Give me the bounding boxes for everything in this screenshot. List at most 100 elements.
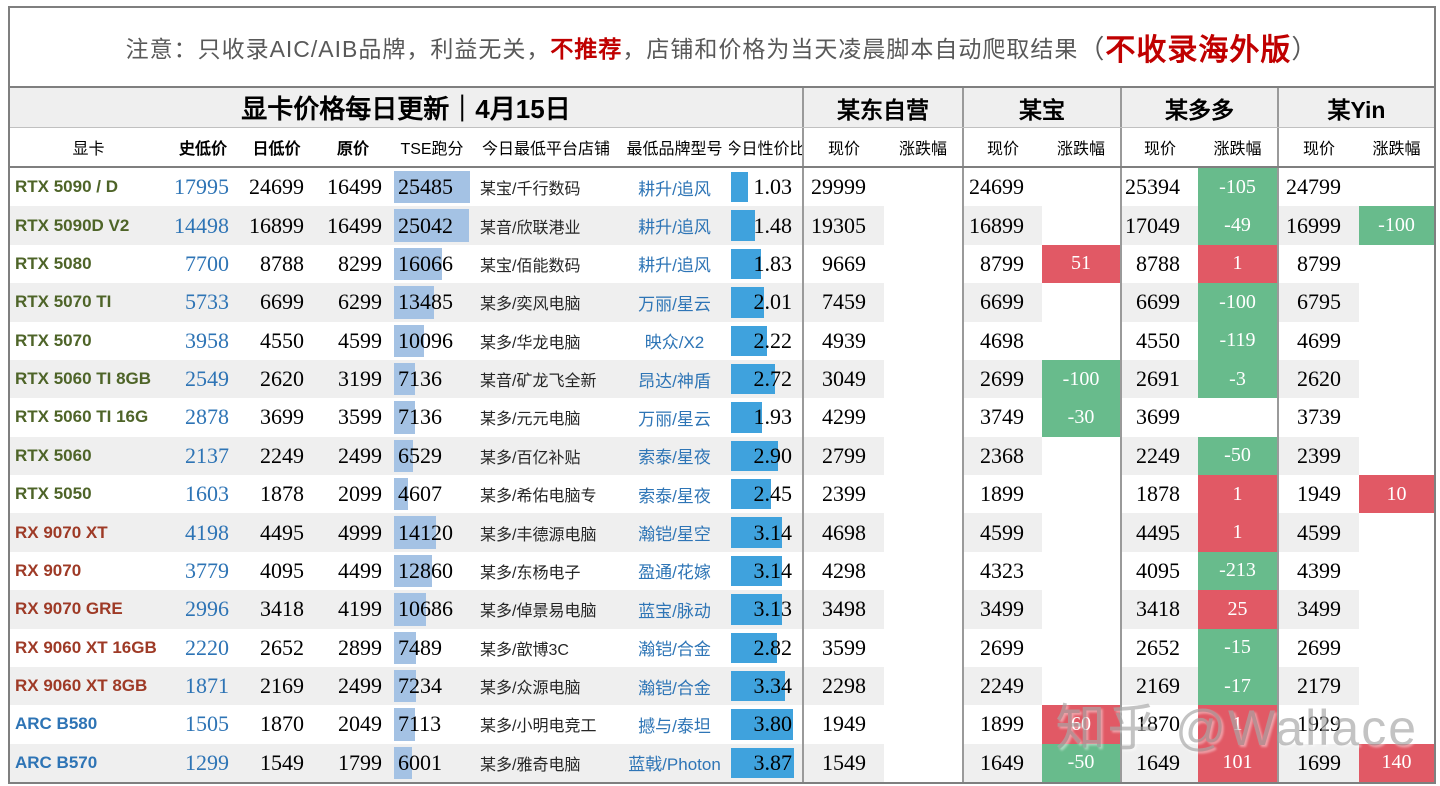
orig-price-value: 2499 — [314, 666, 392, 706]
brand-model: 蓝宝/脉动 — [620, 590, 729, 629]
perf-ratio-value: 3.80 — [753, 711, 793, 737]
lowest-store: 某多/百亿补贴 — [472, 436, 620, 475]
perf-bar — [731, 210, 755, 241]
tse-score-value: 7234 — [398, 673, 442, 699]
notice-text: 注意：只收录AIC/AIB品牌，利益无关， — [125, 36, 551, 62]
pdd-change: -213 — [1198, 551, 1277, 591]
gpu-name: RTX 5050 — [15, 484, 92, 504]
orig-price-value: 2099 — [338, 481, 382, 507]
col-header-change: 涨跌幅 — [898, 141, 947, 158]
jd-price: 19305 — [802, 206, 884, 245]
perf-ratio-cell: 2.90 — [729, 436, 802, 475]
perf-ratio-cell: 1.03 — [729, 168, 802, 206]
gpu-name: RX 9070 XT — [10, 513, 167, 552]
pdd-change-value: -105 — [1198, 168, 1277, 207]
table-row: RTX 5080 7700 8788 8299 16066 某宝/佰能数码 耕升/追风 1.8… — [10, 244, 1434, 284]
tb-change — [1042, 475, 1120, 513]
perf-ratio-cell: 2.45 — [729, 475, 802, 513]
col-header-price: 现价 — [1120, 128, 1198, 166]
perf-ratio-cell: 3.87 — [729, 743, 802, 782]
jd-change — [884, 552, 962, 590]
col-header-orig: 原价 — [336, 141, 369, 158]
table-row: RTX 5060 TI 8GB 2549 2620 3199 7136 某音/矿龙飞全新昂… — [10, 359, 1434, 399]
tse-score-value: 16066 — [398, 250, 453, 276]
jd-change — [884, 667, 962, 705]
tb-price: 1899 — [962, 475, 1042, 514]
jd-change — [884, 322, 962, 360]
gpu-name: RX 9070 GRE — [10, 590, 167, 629]
gpu-name: ARC B570 — [10, 743, 167, 782]
gpu-name: RTX 5060 — [10, 436, 167, 475]
brand-model: 昂达/神盾 — [620, 359, 729, 399]
pdd-price: 4095 — [1120, 551, 1198, 591]
tse-bar — [394, 708, 416, 741]
tb-price: 24699 — [962, 168, 1042, 207]
table-row: RTX 5090 / D 17995 24699 16499 25485 某宝/千行数码 耕… — [10, 168, 1434, 207]
col-header-perf: 今日性价比 — [729, 141, 802, 158]
hist-low-value: 1603 — [185, 481, 229, 507]
gpu-name: RTX 5060 TI 8GB — [10, 359, 167, 399]
pdd-change: 25 — [1198, 590, 1277, 629]
table-row: ARC B570 1299 1549 1799 6001 某多/雅奇电脑 蓝戟/Photon… — [10, 743, 1434, 782]
pdd-price: 8788 — [1120, 244, 1198, 284]
dy-price: 4399 — [1277, 551, 1359, 591]
orig-price-value: 2049 — [338, 711, 382, 737]
perf-ratio-cell: 2.72 — [729, 359, 802, 399]
perf-bar — [731, 670, 786, 702]
dy-change: -100 — [1359, 206, 1434, 245]
perf-ratio-cell: 2.82 — [729, 629, 802, 667]
tb-change — [1042, 552, 1120, 590]
platform-header-row: 显卡价格每日更新｜4月15日 某东自营 某宝 某多多 某Yin — [10, 86, 1434, 128]
lowest-store: 某多/众源电脑 — [472, 666, 620, 706]
day-low-value: 4495 — [239, 513, 314, 552]
perf-ratio-cell: 1.93 — [729, 398, 802, 436]
jd-price: 4698 — [802, 513, 884, 552]
pdd-price: 3418 — [1120, 590, 1198, 629]
brand-model: 瀚铠/合金 — [620, 666, 729, 706]
brand-model: 耕升/追风 — [638, 256, 711, 276]
pdd-change: -17 — [1198, 666, 1277, 706]
lowest-store: 某多/丰德源电脑 — [472, 513, 620, 552]
orig-price-value: 3199 — [314, 359, 392, 399]
dy-price: 2620 — [1277, 359, 1359, 399]
tb-price: 2249 — [962, 666, 1042, 706]
perf-bar — [731, 517, 782, 548]
table-row: RTX 5060 2137 2249 2499 6529 某多/百亿补贴 索泰/星夜 2.90… — [10, 436, 1434, 475]
tb-change — [1042, 513, 1120, 551]
hist-low-value: 2549 — [167, 359, 239, 399]
pdd-change: -50 — [1198, 436, 1277, 475]
col-header-change: 涨跌幅 — [1056, 141, 1105, 158]
tse-score-cell: 7136 — [392, 359, 472, 399]
orig-price-value: 2899 — [338, 634, 382, 660]
gpu-name: RTX 5070 — [15, 330, 92, 350]
orig-price-value: 4999 — [314, 513, 392, 552]
notice-paren-close: ） — [1291, 33, 1319, 64]
orig-price-value: 16499 — [314, 206, 392, 245]
perf-ratio-value: 2.45 — [753, 481, 793, 507]
tse-bar — [394, 478, 408, 511]
column-header-row: 显卡 史低价 日低价 原价 TSE跑分 今日最低平台店铺 最低品牌型号 今日性价… — [10, 128, 1434, 168]
dy-price: 4699 — [1277, 321, 1359, 360]
jd-change — [884, 360, 962, 398]
hist-low-value: 2996 — [167, 590, 239, 629]
perf-bar — [731, 632, 777, 663]
dy-change-value: 10 — [1359, 475, 1434, 514]
perf-bar — [731, 479, 771, 510]
perf-ratio-cell: 1.48 — [729, 206, 802, 245]
day-low-value: 3418 — [239, 590, 314, 629]
tse-bar — [394, 171, 470, 204]
orig-price-value: 3599 — [338, 404, 382, 430]
perf-ratio-cell: 2.01 — [729, 283, 802, 322]
platform-header-douyin: 某Yin — [1277, 88, 1434, 127]
tse-bar — [394, 401, 416, 434]
jd-price: 3049 — [802, 359, 884, 399]
day-low-value: 1549 — [239, 743, 314, 782]
dy-price: 8799 — [1277, 244, 1359, 284]
pdd-change-value: 25 — [1198, 590, 1277, 629]
notice-banner: 注意：只收录AIC/AIB品牌，利益无关， 不推荐 ，店铺和价格为当天凌晨脚本自动爬… — [10, 8, 1434, 86]
lowest-store: 某多/歆博3C — [480, 641, 569, 659]
col-header-change: 涨跌幅 — [1372, 141, 1421, 158]
lowest-store: 某多/小明电竞工 — [480, 718, 597, 736]
pdd-price: 1878 — [1120, 475, 1198, 514]
tb-change: -50 — [1042, 743, 1120, 782]
